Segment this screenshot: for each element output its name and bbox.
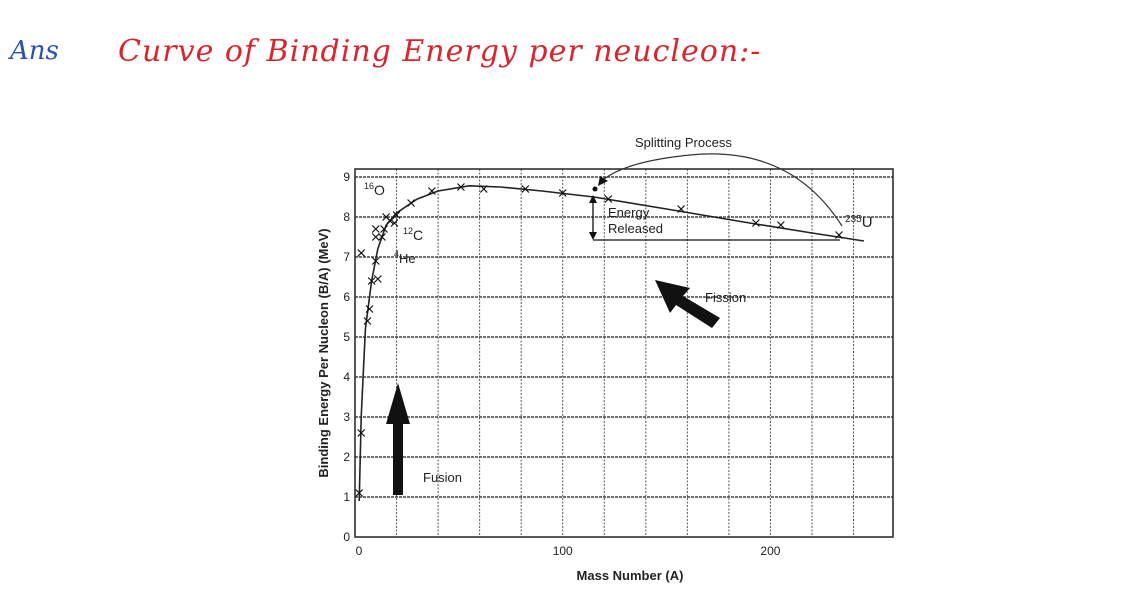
label-u235: 235U [845, 214, 873, 231]
data-point-marker [558, 189, 567, 197]
grid [355, 169, 893, 537]
data-point-marker [378, 233, 386, 241]
label-he4: 4He [394, 249, 416, 266]
y-tick-label: 8 [343, 210, 350, 224]
data-point-marker [390, 219, 399, 227]
energy-released-label-1: Energy [608, 205, 650, 220]
data-point-marker [392, 211, 401, 219]
y-axis-label: Binding Energy Per Nucleon (B/A) (MeV) [316, 228, 331, 477]
data-point-marker [373, 275, 382, 283]
binding-energy-curve [358, 184, 865, 502]
data-point-marker [367, 277, 376, 285]
data-point-marker [604, 195, 613, 203]
data-point-marker [371, 225, 380, 233]
data-point-marker [407, 199, 416, 207]
data-point-marker [751, 219, 760, 227]
y-tick-label: 7 [343, 250, 350, 264]
energy-released-label-2: Released [608, 221, 663, 236]
y-tick-label: 6 [343, 290, 350, 304]
data-point-marker [521, 185, 530, 193]
y-tick-label: 5 [343, 330, 350, 344]
splitting-arc [602, 153, 843, 227]
fission-label: Fission [705, 290, 746, 305]
y-tick-labels: 0 1 2 3 4 5 6 7 8 9 [343, 170, 350, 544]
y-tick-label: 1 [343, 490, 350, 504]
data-point-marker [479, 185, 488, 193]
data-point-marker [363, 317, 372, 325]
data-point-marker [386, 217, 395, 225]
y-tick-label: 9 [343, 170, 350, 184]
data-point-marker [355, 489, 364, 497]
data-point-marker [835, 231, 843, 239]
y-tick-label: 3 [343, 410, 350, 424]
data-point-marker [457, 183, 465, 191]
splitting-process-label: Splitting Process [635, 135, 732, 150]
y-tick-label: 2 [343, 450, 350, 464]
data-point-marker [427, 187, 436, 195]
data-point-marker [380, 225, 389, 233]
data-point-marker [677, 205, 686, 213]
splitting-arrowhead [598, 176, 608, 186]
data-point-marker [357, 429, 366, 437]
data-point-marker [371, 257, 380, 265]
data-point-marker [371, 233, 380, 241]
x-axis-label: Mass Number (A) [577, 568, 684, 583]
label-c12: 12C [403, 226, 423, 243]
handwritten-title: Curve of Binding Energy per neucleon:- [118, 34, 762, 69]
fusion-arrow [386, 383, 410, 495]
fusion-label: Fusion [423, 470, 462, 485]
y-tick-label: 0 [343, 530, 350, 544]
data-point-marker [776, 221, 785, 229]
x-tick-label: 200 [760, 544, 780, 558]
label-o16: 16O [364, 181, 385, 198]
data-points [355, 183, 843, 497]
data-point-marker [357, 249, 366, 257]
split-point [592, 186, 598, 192]
data-point-marker [365, 305, 374, 313]
x-tick-label: 0 [356, 544, 363, 558]
x-tick-label: 100 [553, 544, 573, 558]
x-tick-labels: 0 100 200 [356, 544, 781, 558]
fission-arrow [655, 280, 720, 328]
y-tick-label: 4 [343, 370, 350, 384]
answer-label: Ans [10, 36, 59, 66]
